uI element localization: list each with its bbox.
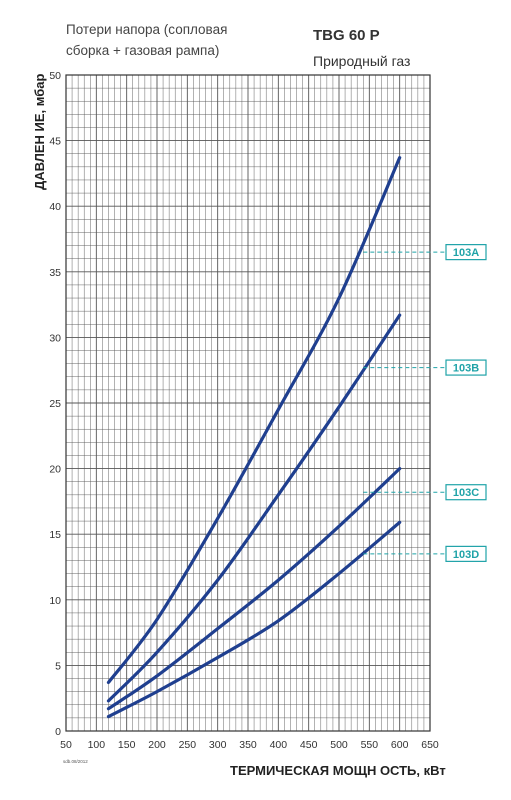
y-axis-label: ДАВЛЕН ИЕ, мбар xyxy=(32,74,47,190)
y-tick-label: 45 xyxy=(49,136,61,148)
x-tick-label: 600 xyxy=(391,739,409,751)
y-tick-label: 5 xyxy=(55,660,61,672)
y-tick-label: 20 xyxy=(49,464,61,476)
series-tag-label: 103C xyxy=(453,487,479,499)
chart-series xyxy=(106,156,402,719)
series-tag-103b: 103B xyxy=(363,359,487,376)
series-line-103c xyxy=(106,467,402,711)
fuel-type: Природный газ xyxy=(313,53,410,69)
x-tick-label: 100 xyxy=(88,739,106,751)
series-tags: 103A 103B 103C 103D xyxy=(363,244,487,562)
x-axis-ticks: 50 100 150 200 250 300 350 400 450 500 550 600 650 xyxy=(60,739,439,751)
y-tick-label: 30 xyxy=(49,332,61,344)
y-tick-label: 0 xyxy=(55,726,61,738)
y-tick-label: 40 xyxy=(49,201,61,213)
x-tick-label: 300 xyxy=(209,739,227,751)
y-tick-label: 25 xyxy=(49,398,61,410)
x-tick-label: 250 xyxy=(179,739,197,751)
x-axis-label: ТЕРМИЧЕСКАЯ МОЩН ОСТЬ, кВт xyxy=(230,763,446,778)
x-tick-label: 200 xyxy=(148,739,166,751)
y-tick-label: 50 xyxy=(49,70,61,82)
x-tick-label: 400 xyxy=(270,739,288,751)
series-line-103d xyxy=(106,520,402,719)
series-tag-box xyxy=(445,545,487,562)
series-tag-label: 103D xyxy=(453,549,479,561)
y-tick-label: 10 xyxy=(49,595,61,607)
x-tick-label: 150 xyxy=(118,739,136,751)
series-tag-103a: 103A xyxy=(363,244,487,261)
series-line-103b xyxy=(106,313,402,703)
x-tick-label: 500 xyxy=(330,739,348,751)
chart-subtitle-line1: Потери напора (сопловая xyxy=(66,22,227,37)
series-tag-103d: 103D xyxy=(363,545,487,562)
series-tag-box xyxy=(445,244,487,261)
y-tick-label: 35 xyxy=(49,267,61,279)
series-tag-103c: 103C xyxy=(363,484,487,501)
series-tag-label: 103A xyxy=(453,247,479,259)
chart-grid xyxy=(65,74,431,732)
y-axis-ticks: 0 5 10 15 20 25 30 35 40 45 50 xyxy=(49,70,61,738)
chart-subtitle-line2: сборка + газовая рампа) xyxy=(66,43,219,58)
x-tick-label: 650 xyxy=(421,739,439,751)
series-line-103a xyxy=(106,156,402,685)
footnote-code: sdb.08/2012 xyxy=(63,759,88,764)
x-tick-label: 350 xyxy=(239,739,257,751)
series-tag-label: 103B xyxy=(453,363,479,375)
series-tag-box xyxy=(445,359,487,376)
x-tick-label: 550 xyxy=(361,739,379,751)
chart-title: TBG 60 P xyxy=(313,27,380,44)
y-tick-label: 15 xyxy=(49,529,61,541)
series-tag-box xyxy=(445,484,487,501)
x-tick-label: 450 xyxy=(300,739,318,751)
plot-frame xyxy=(65,74,431,732)
x-tick-label: 50 xyxy=(60,739,72,751)
